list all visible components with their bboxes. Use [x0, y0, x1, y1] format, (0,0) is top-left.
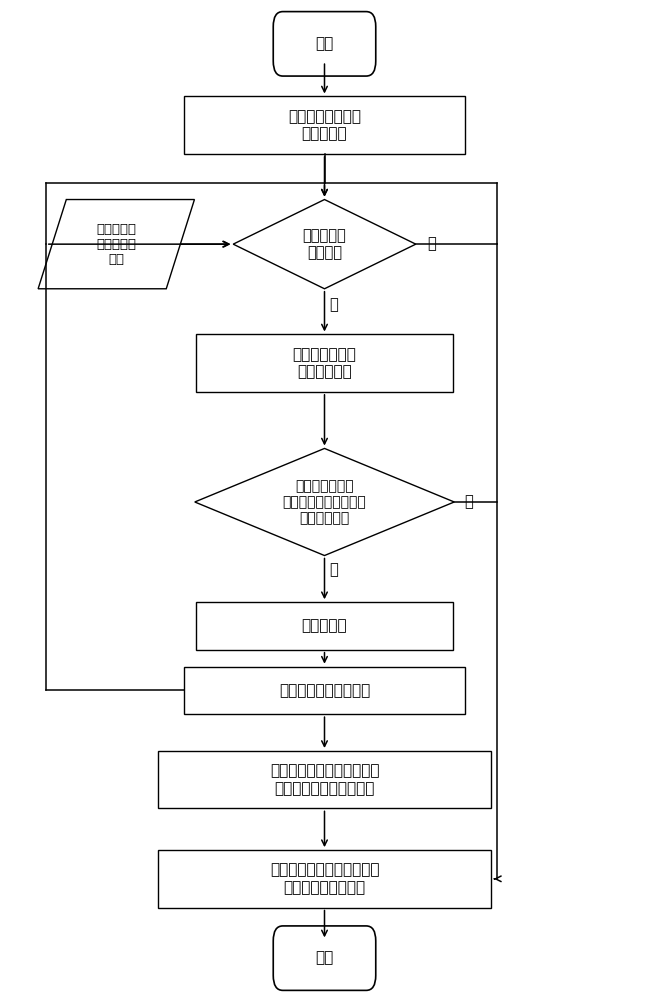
Text: 更新停机位占用甘特图: 更新停机位占用甘特图	[279, 683, 370, 698]
FancyBboxPatch shape	[273, 926, 376, 990]
Text: 是: 是	[330, 562, 338, 577]
FancyBboxPatch shape	[184, 667, 465, 714]
Text: 到达航班队
列不为空: 到达航班队 列不为空	[302, 228, 347, 260]
Text: 否: 否	[464, 494, 473, 509]
Text: 分配停机位: 分配停机位	[302, 618, 347, 633]
FancyBboxPatch shape	[197, 334, 452, 392]
Text: 分配远机位，等待近机位就
重新加入待分配航班队列: 分配远机位，等待近机位就 重新加入待分配航班队列	[270, 763, 379, 796]
FancyBboxPatch shape	[184, 96, 465, 154]
Text: 否: 否	[427, 237, 435, 252]
Text: 初始化停机位调度
甘特图为空: 初始化停机位调度 甘特图为空	[288, 109, 361, 141]
Polygon shape	[233, 200, 416, 289]
Polygon shape	[195, 448, 454, 556]
Text: 选择当前待分配
停机位的航班: 选择当前待分配 停机位的航班	[293, 347, 356, 379]
Text: 有可用的停机位
时段分配给当前待分配
停机位的航班: 有可用的停机位 时段分配给当前待分配 停机位的航班	[282, 479, 367, 525]
Text: 结束: 结束	[315, 951, 334, 966]
Text: 待分配停机
位航班队列
信息: 待分配停机 位航班队列 信息	[96, 223, 136, 266]
FancyBboxPatch shape	[158, 751, 491, 808]
Text: 开始: 开始	[315, 36, 334, 51]
FancyBboxPatch shape	[197, 602, 452, 650]
FancyBboxPatch shape	[158, 850, 491, 908]
Polygon shape	[38, 200, 195, 289]
Text: 当前无请求停机位的航班，
停机位分配程序结束: 当前无请求停机位的航班， 停机位分配程序结束	[270, 863, 379, 895]
Text: 是: 是	[330, 297, 338, 312]
FancyBboxPatch shape	[273, 12, 376, 76]
